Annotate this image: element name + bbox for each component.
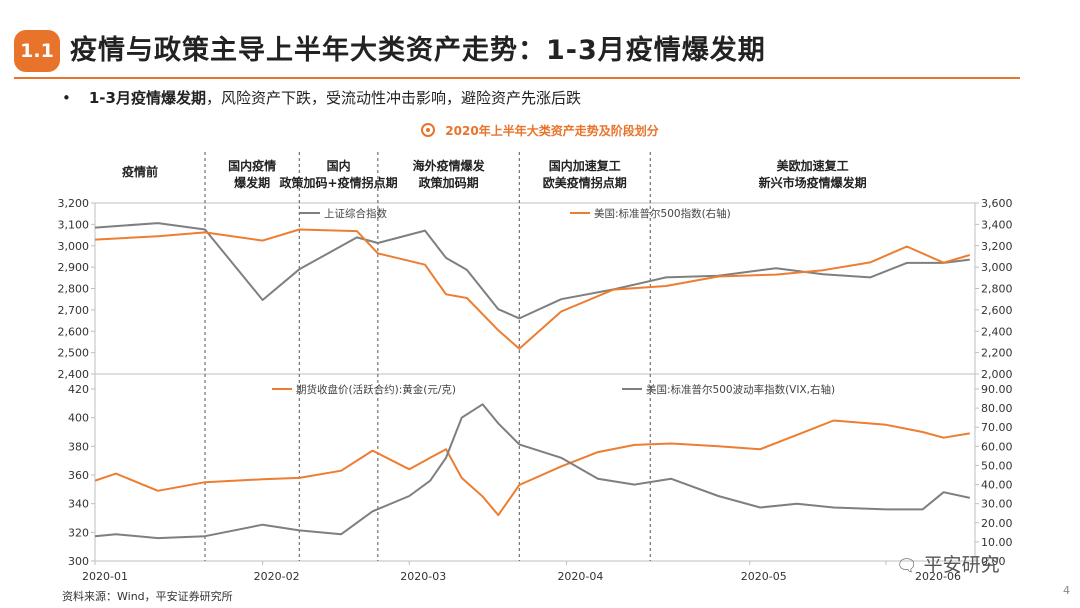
page-title: 疫情与政策主导上半年大类资产走势：1-3月疫情爆发期	[70, 35, 766, 66]
y-tick-label-right: 3,600	[981, 197, 1013, 210]
y-tick-label-left: 300	[68, 555, 89, 568]
y-tick-label-right: 3,400	[981, 218, 1013, 231]
y-tick-label-right: 2,600	[981, 304, 1013, 317]
bullet-point: • 1-3月疫情爆发期，风险资产下跌，受流动性冲击影响，避险资产先涨后跌	[62, 86, 581, 110]
y-tick-label-right: 2,200	[981, 347, 1013, 360]
phase-label-line2: 新兴市场疫情爆发期	[759, 175, 867, 190]
series-line	[94, 228, 971, 350]
y-tick-label-right: 2,000	[981, 368, 1013, 381]
watermark: 🗨 平安研究	[896, 550, 1000, 577]
bullet-symbol: •	[62, 89, 71, 107]
y-tick-label-left: 420	[68, 383, 89, 396]
source-note: 资料来源：Wind，平安证券研究所	[62, 590, 233, 603]
section-number-badge: 1.1	[14, 30, 60, 72]
legend-label: 美国:标准普尔500波动率指数(VIX,右轴)	[646, 383, 835, 396]
y-tick-label-right: 10.00	[981, 536, 1013, 549]
phase-label-line1: 海外疫情爆发	[413, 158, 486, 173]
y-tick-label-left: 340	[68, 498, 89, 511]
phase-label-line1: 疫情前	[122, 164, 158, 179]
y-tick-label-right: 2,400	[981, 325, 1013, 338]
legend-label: 期货收盘价(活跃合约):黄金(元/克)	[296, 383, 456, 396]
phase-label-line2: 爆发期	[234, 175, 270, 190]
watermark-text: 平安研究	[923, 554, 1000, 576]
series-line	[94, 419, 970, 517]
y-tick-label-right: 30.00	[981, 498, 1013, 511]
phase-label-line2: 欧美疫情拐点期	[543, 175, 627, 190]
x-tick-label: 2020-05	[741, 570, 787, 583]
y-tick-label-right: 60.00	[981, 440, 1013, 453]
y-tick-label-left: 380	[68, 440, 89, 453]
phase-label-line1: 国内疫情	[228, 158, 276, 173]
y-tick-label-right: 0.00	[981, 555, 1006, 568]
y-tick-label-left: 2,400	[58, 368, 90, 381]
y-tick-label-left: 3,200	[58, 197, 90, 210]
y-tick-label-left: 2,900	[58, 261, 90, 274]
y-tick-label-left: 320	[68, 526, 89, 539]
series-line	[94, 403, 971, 540]
y-tick-label-left: 400	[68, 412, 89, 425]
y-tick-label-right: 80.00	[981, 402, 1013, 415]
phase-label-line2: 政策加码+疫情拐点期	[280, 175, 398, 190]
x-tick-label: 2020-06	[915, 570, 961, 583]
bullet-bold-text: 1-3月疫情爆发期	[88, 89, 206, 107]
y-tick-label-right: 40.00	[981, 479, 1013, 492]
bullet-text: ，风险资产下跌，受流动性冲击影响，避险资产先涨后跌	[205, 89, 581, 107]
target-icon	[421, 123, 436, 137]
wechat-icon: 🗨	[896, 556, 918, 576]
y-tick-label-right: 3,000	[981, 261, 1013, 274]
legend-label: 美国:标准普尔500指数(右轴)	[594, 207, 731, 220]
series-line	[94, 222, 970, 320]
plot-frame	[94, 202, 976, 562]
x-tick-label: 2020-04	[557, 570, 603, 583]
phase-label-line1: 国内	[327, 158, 351, 173]
y-tick-label-right: 90.00	[981, 383, 1013, 396]
y-tick-label-right: 2,800	[981, 283, 1013, 296]
title-divider	[14, 77, 1020, 79]
y-tick-label-left: 2,500	[58, 347, 90, 360]
y-tick-label-left: 360	[68, 469, 89, 482]
y-tick-label-right: 20.00	[981, 517, 1013, 530]
y-tick-label-left: 2,800	[58, 283, 90, 296]
phase-label-line1: 国内加速复工	[549, 158, 621, 173]
phase-label-line2: 政策加码期	[419, 175, 479, 190]
y-tick-label-right: 3,200	[981, 240, 1013, 253]
x-tick-label: 2020-03	[400, 570, 446, 583]
y-tick-label-left: 3,000	[58, 240, 90, 253]
chart-heading-text: 2020年上半年大类资产走势及阶段划分	[445, 124, 659, 138]
legend-label: 上证综合指数	[324, 207, 387, 220]
y-tick-label-left: 3,100	[58, 218, 90, 231]
chart-heading: 2020年上半年大类资产走势及阶段划分	[0, 122, 1080, 139]
x-tick-label: 2020-02	[254, 570, 300, 583]
phase-label-line1: 美欧加速复工	[777, 158, 849, 173]
y-tick-label-right: 50.00	[981, 459, 1013, 472]
y-tick-label-left: 2,600	[58, 325, 90, 338]
page-number: 4	[1063, 584, 1070, 597]
y-tick-label-right: 70.00	[981, 421, 1013, 434]
y-tick-label-left: 2,700	[58, 304, 90, 317]
x-tick-label: 2020-01	[82, 570, 128, 583]
